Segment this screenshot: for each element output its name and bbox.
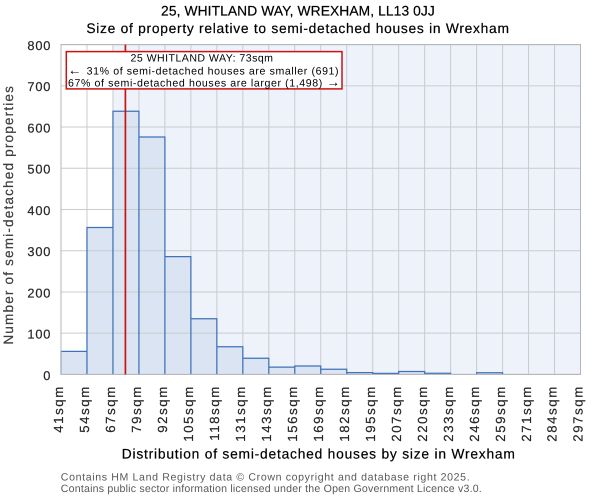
svg-text:Size of property relative to s: Size of property relative to semi-detach… <box>86 21 509 36</box>
svg-text:400: 400 <box>27 203 51 218</box>
svg-text:100: 100 <box>27 327 51 342</box>
svg-text:105sqm: 105sqm <box>181 385 196 442</box>
svg-text:Contains public sector informa: Contains public sector information licen… <box>61 483 482 495</box>
svg-text:284sqm: 284sqm <box>545 385 560 442</box>
svg-text:207sqm: 207sqm <box>389 385 404 442</box>
svg-text:700: 700 <box>27 79 51 94</box>
svg-text:← 31% of semi-detached houses: ← 31% of semi-detached houses are smalle… <box>68 63 339 78</box>
svg-text:54sqm: 54sqm <box>77 385 92 433</box>
svg-text:0: 0 <box>43 368 51 383</box>
svg-text:41sqm: 41sqm <box>51 385 66 433</box>
svg-text:271sqm: 271sqm <box>519 385 534 442</box>
svg-text:79sqm: 79sqm <box>129 385 144 433</box>
svg-text:131sqm: 131sqm <box>233 385 248 442</box>
svg-text:67% of semi-detached houses ar: 67% of semi-detached houses are larger (… <box>68 75 341 90</box>
svg-text:25, WHITLAND WAY, WREXHAM, LL1: 25, WHITLAND WAY, WREXHAM, LL13 0JJ <box>161 4 435 19</box>
svg-text:200: 200 <box>27 285 51 300</box>
svg-text:233sqm: 233sqm <box>441 385 456 442</box>
svg-text:297sqm: 297sqm <box>571 385 586 442</box>
svg-text:220sqm: 220sqm <box>415 385 430 442</box>
svg-text:67sqm: 67sqm <box>103 385 118 433</box>
svg-text:Contains HM Land Registry data: Contains HM Land Registry data © Crown c… <box>61 472 470 484</box>
svg-text:156sqm: 156sqm <box>285 385 300 442</box>
svg-text:118sqm: 118sqm <box>207 385 222 441</box>
svg-text:259sqm: 259sqm <box>493 385 508 442</box>
svg-text:Number of semi-detached proper: Number of semi-detached properties <box>1 85 16 345</box>
svg-text:92sqm: 92sqm <box>155 385 170 433</box>
svg-text:Distribution of semi-detached: Distribution of semi-detached houses by … <box>122 447 516 462</box>
svg-text:25 WHITLAND WAY: 73sqm: 25 WHITLAND WAY: 73sqm <box>131 53 274 65</box>
svg-text:182sqm: 182sqm <box>337 385 352 442</box>
svg-text:195sqm: 195sqm <box>363 385 378 442</box>
svg-text:300: 300 <box>27 244 51 259</box>
svg-text:169sqm: 169sqm <box>311 385 326 442</box>
svg-text:500: 500 <box>27 162 51 177</box>
svg-text:143sqm: 143sqm <box>259 385 274 442</box>
svg-text:246sqm: 246sqm <box>467 385 482 442</box>
svg-text:800: 800 <box>27 38 51 53</box>
svg-text:600: 600 <box>27 120 51 135</box>
